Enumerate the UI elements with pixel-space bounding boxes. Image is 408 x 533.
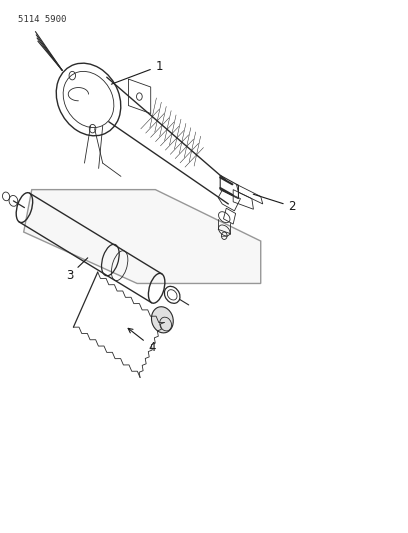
Text: 5114 5900: 5114 5900	[18, 14, 66, 23]
Text: 4: 4	[128, 328, 156, 353]
Text: 2: 2	[253, 194, 296, 213]
Ellipse shape	[151, 306, 173, 333]
Polygon shape	[24, 190, 261, 284]
Text: 1: 1	[111, 60, 163, 84]
Text: 3: 3	[66, 258, 88, 282]
